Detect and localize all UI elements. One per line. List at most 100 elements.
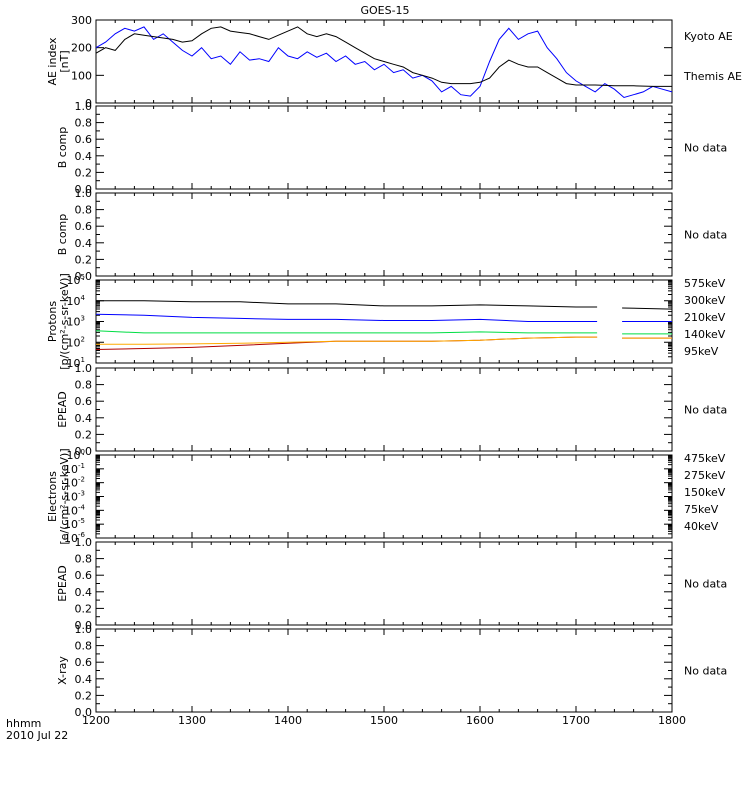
y-tick-label: 1.0 [75,100,93,113]
y-tick-label: 101 [67,356,85,370]
y-tick-label: 10-1 [64,462,85,476]
legend-entry: 275keV [684,469,726,482]
y-tick-label: 0.8 [75,117,93,130]
y-tick-label: 0.6 [75,220,93,233]
panel-protons: 101 102 103 104 105 Protons [p/(cm²-s-sr-keV)]… [46,273,726,370]
y-tick-label: 104 [67,294,86,308]
y-tick-label: 1.0 [75,362,93,375]
y-tick-label: 300 [71,14,92,27]
time-axis: 1200 1300 1400 1500 1600 1700 1800 [82,714,686,727]
y-tick-label: 0.8 [75,204,93,217]
legend-entry: Kyoto AE [684,30,733,43]
y-tick-label: 102 [67,335,85,349]
panel-ae: 0 100 200 300 AE index [nT] Kyoto AE Themis AE [46,14,742,110]
y-tick-label: 0.2 [75,253,93,266]
y-tick-label: 0.0 [75,183,93,196]
x-tick-label: 1700 [562,714,590,727]
y-axis-label: [e/(cm²-s-sr-keV)] [58,448,71,544]
y-axis-label: B comp [56,127,69,169]
series-line-kyoto-ae [95,26,673,99]
plot-frame [95,628,673,713]
legend-entry: 150keV [684,486,726,499]
no-data-label: No data [684,404,727,417]
y-tick-label: 10-3 [64,490,85,504]
series-line-140kev [95,313,672,322]
y-tick-label: 0.4 [75,586,93,599]
plot-frame [95,105,673,190]
y-tick-label: 0.0 [75,706,93,719]
x-tick-label: 1300 [178,714,206,727]
y-tick-label: 105 [67,273,85,287]
legend-entry: Themis AE [683,70,742,83]
y-tick-label: 0.8 [75,379,93,392]
y-tick-label: 0.4 [75,237,93,250]
y-tick-label: 100 [71,69,92,82]
panel-epead1: 0.0 0.2 0.4 0.6 0.8 1.0 EPEAD No data [56,362,727,458]
y-tick-label: 0.0 [75,445,93,458]
plot-frame [95,192,673,277]
y-tick-label: 0.4 [75,412,93,425]
y-tick-label: 0.2 [75,602,93,615]
y-tick-label: 1.0 [75,187,93,200]
y-axis-label: Protons [46,301,59,342]
y-tick-label: 0.2 [75,689,93,702]
panel-epead2: 0.0 0.2 0.4 0.6 0.8 1.0 EPEAD No data [56,536,727,632]
legend-entry: 210keV [684,311,726,324]
y-tick-label: 0.2 [75,166,93,179]
plot-frame [95,541,673,626]
legend-entry: 140keV [684,328,726,341]
y-axis-label: Electrons [46,471,59,522]
x-tick-label: 1800 [658,714,686,727]
y-tick-label: 0.2 [75,428,93,441]
y-tick-label: 200 [71,42,92,55]
y-tick-label: 0.0 [75,619,93,632]
y-tick-label: 0.8 [75,553,93,566]
y-axis-label: X-ray [56,656,69,685]
legend-entry: 95keV [684,345,719,358]
y-tick-label: 0.4 [75,150,93,163]
y-axis-label: B comp [56,214,69,256]
y-tick-label: 0.8 [75,640,93,653]
series-line-95kev [96,300,673,310]
x-tick-label: 1600 [466,714,494,727]
figure-title: GOES-15 [360,4,409,17]
no-data-label: No data [684,229,727,242]
y-tick-label: 10-2 [64,476,85,490]
y-tick-label: 1.0 [75,623,93,636]
y-tick-label: 10-5 [64,517,85,531]
y-tick-label: 0.4 [75,673,93,686]
y-tick-label: 10-6 [64,531,86,545]
series-line-themis-ae [95,26,672,87]
plot-frame [95,454,673,539]
x-tick-label: 1500 [370,714,398,727]
y-axis-label: EPEAD [56,391,69,428]
y-axis-label: EPEAD [56,565,69,602]
legend-entry: 575keV [684,277,726,290]
y-tick-label: 0.0 [75,270,93,283]
date-label: 2010 Jul 22 [6,729,68,742]
series-line-210kev [95,330,672,335]
panel-bcomp2: 0.0 0.2 0.4 0.6 0.8 1.0 B comp No data [56,187,727,283]
panel-bcomp1: 0.0 0.2 0.4 0.6 0.8 1.0 B comp No data [56,100,727,196]
x-tick-label: 1200 [82,714,110,727]
y-tick-label: 0 [85,97,92,110]
legend-entry: 40keV [684,520,719,533]
x-tick-label: 1400 [274,714,302,727]
y-axis-label: [nT] [58,50,71,72]
series-line-575kev [95,336,672,350]
series-line-300kev [96,336,672,345]
panel-xray: 0.0 0.2 0.4 0.6 0.8 1.0 X-ray No data [56,623,727,719]
time-axis-label: hhmm [6,717,41,730]
y-tick-label: 0.6 [75,569,93,582]
plot-frame [95,367,673,452]
legend-entry: 75keV [684,503,719,516]
y-tick-label: 10-4 [64,503,86,517]
no-data-label: No data [684,142,727,155]
y-tick-label: 0.6 [75,133,93,146]
legend-entry: 475keV [684,452,726,465]
y-tick-label: 0.6 [75,656,93,669]
legend-entry: 300keV [684,294,726,307]
